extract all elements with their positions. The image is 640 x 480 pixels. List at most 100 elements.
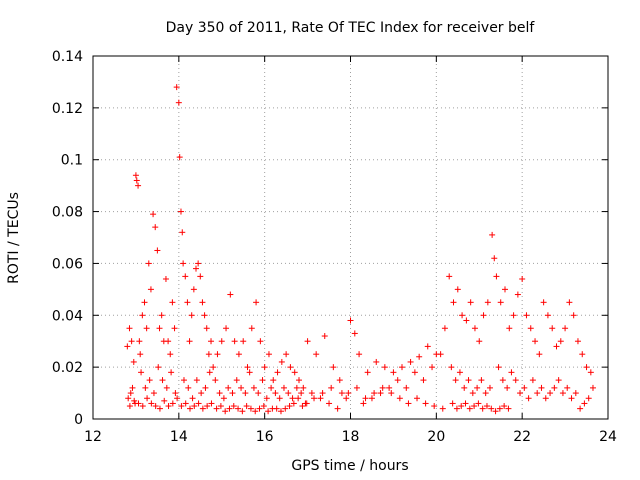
data-point: [223, 325, 230, 332]
data-point: [514, 291, 521, 298]
data-point: [574, 338, 581, 345]
data-point: [186, 338, 193, 345]
x-tick-labels: 12 14 16 18 20 22 24: [84, 429, 617, 445]
data-point: [191, 403, 198, 410]
data-point: [135, 182, 142, 189]
x-tick-label: 20: [427, 429, 445, 445]
data-point: [437, 351, 444, 358]
data-point: [243, 403, 250, 410]
data-point: [471, 403, 478, 410]
data-point: [298, 390, 305, 397]
data-point: [182, 273, 189, 280]
data-point: [128, 338, 135, 345]
data-point: [501, 403, 508, 410]
data-point: [474, 384, 481, 391]
y-tick-label: 0.1: [61, 153, 83, 169]
data-point: [319, 390, 326, 397]
data-point: [532, 338, 539, 345]
data-point: [585, 395, 592, 402]
x-tick-label: 18: [342, 429, 360, 445]
data-point: [163, 384, 170, 391]
data-point: [138, 369, 145, 376]
data-point: [476, 338, 483, 345]
data-point: [448, 364, 455, 371]
data-point: [268, 384, 275, 391]
data-point: [186, 405, 193, 412]
y-tick-labels: 0 0.02 0.04 0.06 0.08 0.1 0.12 0.14: [52, 49, 83, 428]
data-point: [449, 400, 456, 407]
data-point: [368, 395, 375, 402]
data-point: [484, 299, 491, 306]
data-point: [184, 299, 191, 306]
data-point: [248, 325, 255, 332]
data-point: [139, 403, 146, 410]
data-point: [141, 299, 148, 306]
data-point: [257, 338, 264, 345]
data-point: [260, 403, 267, 410]
data-point: [491, 255, 498, 262]
data-point: [527, 325, 534, 332]
data-point: [496, 405, 503, 412]
data-point: [162, 275, 169, 282]
data-point: [521, 384, 528, 391]
data-point: [540, 299, 547, 306]
data-point: [429, 364, 436, 371]
data-point: [150, 211, 157, 218]
data-point: [226, 405, 233, 412]
data-point: [453, 405, 460, 412]
x-axis-label: GPS time / hours: [291, 458, 408, 474]
data-point: [405, 400, 412, 407]
data-point: [180, 377, 187, 384]
data-point: [431, 403, 438, 410]
data-point: [371, 390, 378, 397]
data-point: [504, 384, 511, 391]
data-point: [127, 390, 134, 397]
data-point: [203, 325, 210, 332]
data-point: [168, 369, 175, 376]
data-point: [154, 247, 161, 254]
data-point: [456, 369, 463, 376]
data-point: [199, 405, 206, 412]
data-point: [462, 400, 469, 407]
data-point: [321, 333, 328, 340]
data-point: [205, 351, 212, 358]
data-point: [542, 395, 549, 402]
data-point: [562, 325, 569, 332]
data-point: [256, 405, 263, 412]
data-point: [286, 403, 293, 410]
data-point: [195, 260, 202, 267]
data-point: [459, 312, 466, 319]
data-point: [313, 351, 320, 358]
data-point: [235, 405, 242, 412]
data-point: [553, 343, 560, 350]
data-point: [479, 405, 486, 412]
data-point: [568, 395, 575, 402]
data-point: [505, 405, 512, 412]
data-point: [304, 338, 311, 345]
data-point: [129, 384, 136, 391]
data-point: [345, 390, 352, 397]
data-point: [589, 384, 596, 391]
data-point: [206, 369, 213, 376]
data-point: [167, 351, 174, 358]
data-point: [285, 390, 292, 397]
data-point: [210, 364, 217, 371]
data-point: [216, 390, 223, 397]
data-point: [208, 338, 215, 345]
data-point: [213, 405, 220, 412]
data-point: [303, 400, 310, 407]
data-point: [330, 364, 337, 371]
data-point: [489, 231, 496, 238]
data-point: [338, 390, 345, 397]
data-point: [125, 395, 132, 402]
data-point: [265, 351, 272, 358]
data-point: [155, 364, 162, 371]
data-point: [577, 405, 584, 412]
data-point: [217, 403, 224, 410]
data-point: [308, 390, 315, 397]
y-tick-label: 0.14: [52, 49, 83, 65]
y-tick-label: 0: [74, 412, 83, 428]
data-point: [572, 390, 579, 397]
data-point: [566, 299, 573, 306]
data-point: [152, 224, 159, 231]
